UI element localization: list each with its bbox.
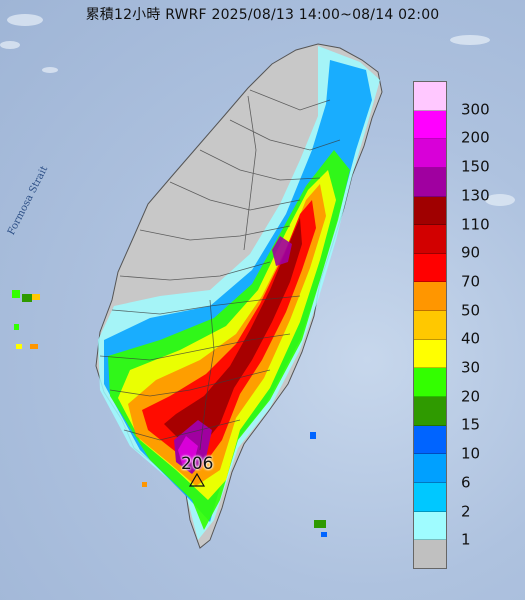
legend-label: 2 (461, 502, 471, 521)
legend-swatch (414, 368, 446, 398)
legend-label: 1 (461, 530, 471, 549)
legend-swatch (414, 339, 446, 369)
legend-label: 90 (461, 243, 481, 262)
rain-zone-110mm (164, 218, 302, 448)
color-legend (413, 81, 447, 569)
legend-label: 150 (461, 157, 490, 176)
legend-label: 10 (461, 444, 481, 463)
legend-swatch (414, 282, 446, 312)
rain-zone-150mm (178, 436, 198, 464)
legend-swatch (414, 253, 446, 283)
outlying-islands (12, 290, 327, 537)
county-boundaries (99, 89, 341, 451)
legend-swatch (414, 425, 446, 455)
legend-label: 40 (461, 329, 481, 348)
legend-swatch (414, 196, 446, 226)
rain-zone-70mm (142, 200, 316, 470)
legend-label: 20 (461, 387, 481, 406)
legend-label: 110 (461, 215, 490, 234)
legend-labels: 300 200 150 130 110 90 70 50 40 30 20 15 10 6 2 1 (461, 81, 511, 569)
legend-label: 130 (461, 186, 490, 205)
max-rain-marker (188, 472, 206, 487)
legend-swatch (414, 397, 446, 426)
sea-texture (0, 14, 515, 206)
legend-label: 70 (461, 272, 481, 291)
legend-swatch (414, 311, 446, 340)
legend-label: 300 (461, 100, 490, 119)
rain-zone-130mm-north (272, 236, 292, 266)
legend-swatch (414, 167, 446, 197)
legend-swatch (414, 454, 446, 483)
legend-label: 15 (461, 415, 481, 434)
legend-swatch (414, 110, 446, 140)
legend-swatch (414, 482, 446, 512)
legend-label: 6 (461, 473, 471, 492)
legend-label: 30 (461, 358, 481, 377)
legend-swatch (414, 139, 446, 168)
max-rain-value: 206 (181, 454, 214, 474)
legend-swatch (414, 540, 446, 568)
legend-label: 200 (461, 128, 490, 147)
legend-label: 50 (461, 301, 481, 320)
legend-swatch (414, 82, 446, 111)
legend-swatch (414, 511, 446, 541)
map-title: 累積12小時 RWRF 2025/08/13 14:00~08/14 02:00 (85, 7, 440, 23)
legend-swatch (414, 225, 446, 254)
